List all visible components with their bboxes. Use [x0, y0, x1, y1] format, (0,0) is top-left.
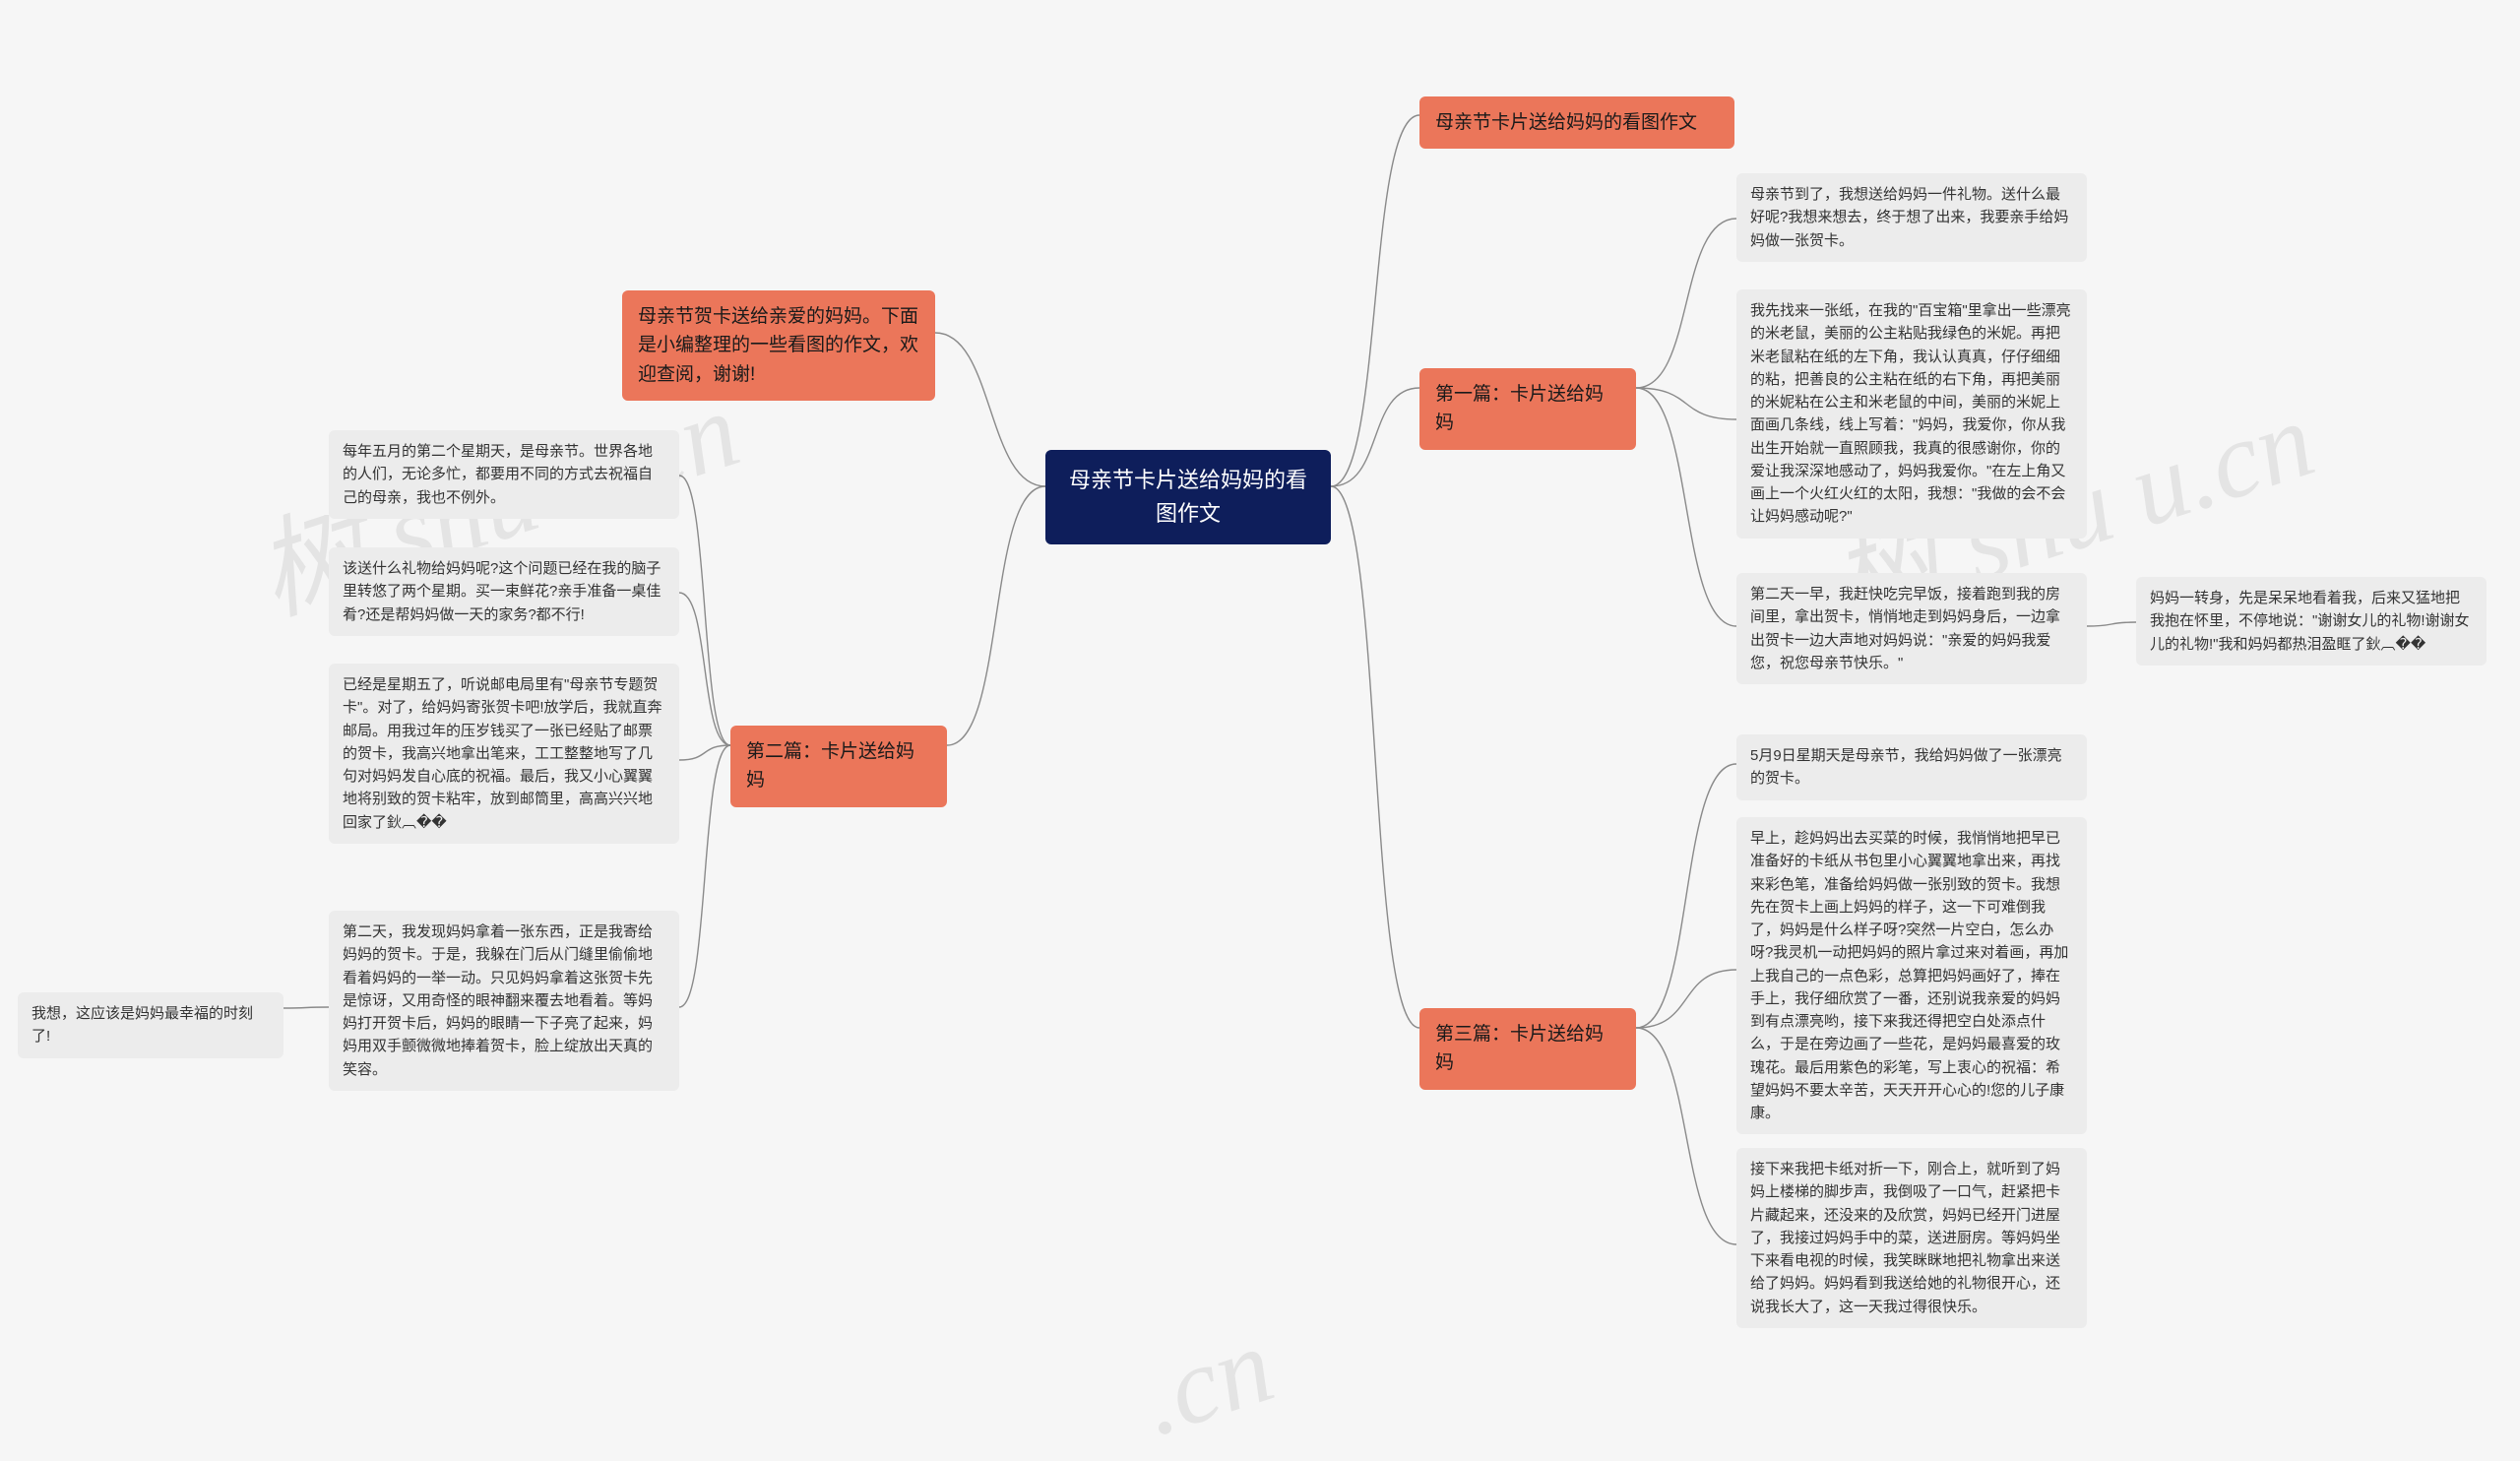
leaf-essay3-p3: 接下来我把卡纸对折一下，刚合上，就听到了妈妈上楼梯的脚步声，我倒吸了一口气，赶紧… [1736, 1148, 2087, 1328]
mindmap-canvas: 树 shu u.cn 树 shu u.cn .cn 母亲节卡片送给妈妈的看图作文… [0, 0, 2520, 1375]
branch-essay-1[interactable]: 第一篇：卡片送给妈妈 [1419, 368, 1636, 450]
leaf-essay2-p2: 该送什么礼物给妈妈呢?这个问题已经在我的脑子里转悠了两个星期。买一束鲜花?亲手准… [329, 547, 679, 636]
leaf-essay1-p3: 第二天一早，我赶快吃完早饭，接着跑到我的房间里，拿出贺卡，悄悄地走到妈妈身后，一… [1736, 573, 2087, 684]
branch-intro[interactable]: 母亲节贺卡送给亲爱的妈妈。下面是小编整理的一些看图的作文，欢迎查阅，谢谢! [622, 290, 935, 401]
leaf-essay1-p3-child: 妈妈一转身，先是呆呆地看着我，后来又猛地把我抱在怀里，不停地说："谢谢女儿的礼物… [2136, 577, 2487, 666]
leaf-essay3-p1: 5月9日星期天是母亲节，我给妈妈做了一张漂亮的贺卡。 [1736, 734, 2087, 800]
leaf-essay1-p1: 母亲节到了，我想送给妈妈一件礼物。送什么最好呢?我想来想去，终于想了出来，我要亲… [1736, 173, 2087, 262]
leaf-essay2-p1: 每年五月的第二个星期天，是母亲节。世界各地的人们，无论多忙，都要用不同的方式去祝… [329, 430, 679, 519]
branch-essay-3[interactable]: 第三篇：卡片送给妈妈 [1419, 1008, 1636, 1090]
leaf-essay1-p2: 我先找来一张纸，在我的"百宝箱"里拿出一些漂亮的米老鼠，美丽的公主粘贴我绿色的米… [1736, 289, 2087, 539]
branch-essay-2[interactable]: 第二篇：卡片送给妈妈 [730, 726, 947, 807]
leaf-essay2-p3: 已经是星期五了，听说邮电局里有"母亲节专题贺卡"。对了，给妈妈寄张贺卡吧!放学后… [329, 664, 679, 844]
root-node[interactable]: 母亲节卡片送给妈妈的看图作文 [1045, 450, 1331, 544]
watermark: .cn [1126, 1302, 1288, 1461]
branch-right-title[interactable]: 母亲节卡片送给妈妈的看图作文 [1419, 96, 1734, 149]
leaf-essay2-p4: 第二天，我发现妈妈拿着一张东西，正是我寄给妈妈的贺卡。于是，我躲在门后从门缝里偷… [329, 911, 679, 1091]
leaf-essay2-p4-child: 我想，这应该是妈妈最幸福的时刻了! [18, 992, 284, 1058]
leaf-essay3-p2: 早上，趁妈妈出去买菜的时候，我悄悄地把早已准备好的卡纸从书包里小心翼翼地拿出来，… [1736, 817, 2087, 1134]
